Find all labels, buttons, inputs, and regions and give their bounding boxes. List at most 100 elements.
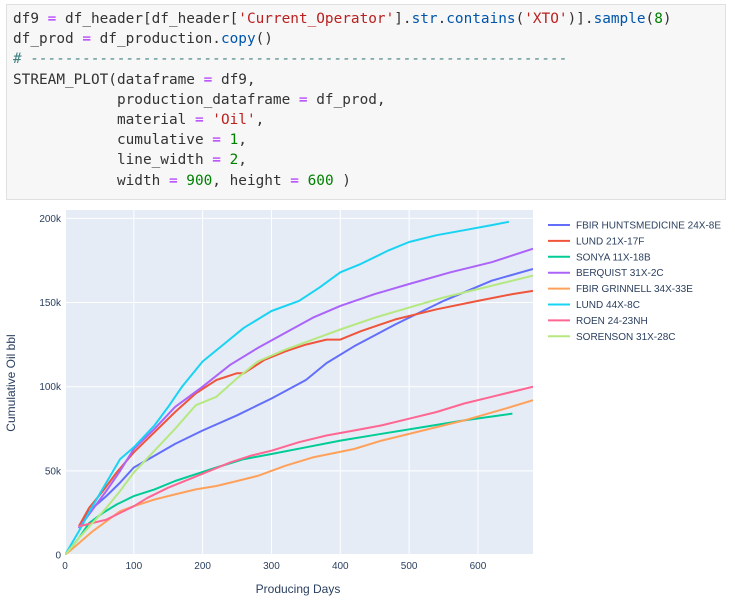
- code-token: [299, 173, 308, 189]
- code-token: material: [13, 111, 195, 128]
- code-token: ].: [394, 11, 412, 27]
- code-token: ): [333, 172, 351, 189]
- x-tick-label: 200: [194, 561, 211, 572]
- code-token: (: [645, 11, 655, 27]
- code-line: df9 = df_header[df_header['Current_Opera…: [13, 9, 719, 29]
- code-line: production_dataframe = df_prod,: [13, 90, 719, 110]
- code-token: line_width: [13, 152, 213, 169]
- code-token: ,: [255, 111, 265, 128]
- code-token: 8: [654, 11, 663, 27]
- code-token: =: [168, 172, 178, 189]
- code-token: # --------------------------------------…: [13, 51, 568, 68]
- grid-lines: [64, 210, 533, 556]
- x-tick-label: 100: [125, 561, 142, 572]
- code-token: [221, 152, 230, 168]
- code-token: (: [515, 11, 525, 27]
- axis-tick-labels: 0 100 200 300 400 500 600 0 50k 100k 150k 200k: [39, 214, 486, 572]
- legend-label: FBIR HUNTSMEDICINE 24X-8E: [576, 221, 721, 232]
- legend-label: SONYA 11X-18B: [576, 252, 651, 263]
- code-token: [39, 11, 48, 27]
- code-line: material = 'Oil',: [13, 110, 719, 130]
- code-token: , height: [212, 172, 291, 189]
- y-axis-label: Cumulative Oil bbl: [4, 334, 18, 431]
- code-token: =: [212, 152, 221, 169]
- code-line: line_width = 2,: [13, 150, 719, 170]
- legend-item[interactable]: LUND 21X-17F: [548, 236, 644, 247]
- code-token: [221, 132, 230, 148]
- code-token: 'XTO': [524, 11, 568, 27]
- series-line-6: [78, 385, 533, 528]
- code-token: =: [290, 172, 299, 189]
- code-token: 1: [229, 132, 239, 149]
- code-token: 600: [307, 172, 334, 189]
- code-line: cumulative = 1,: [13, 130, 719, 150]
- code-token: df_header[df_header[: [56, 11, 239, 27]
- code-token: (): [255, 31, 273, 48]
- legend[interactable]: FBIR HUNTSMEDICINE 24X-8E LUND 21X-17F SON…: [548, 221, 721, 343]
- legend-item[interactable]: FBIR HUNTSMEDICINE 24X-8E: [548, 221, 721, 232]
- code-token: =: [82, 31, 91, 48]
- code-token: =: [194, 111, 204, 128]
- code-token: ): [662, 11, 672, 27]
- legend-label: ROEN 24-23NH: [576, 316, 648, 327]
- code-token: )].: [567, 11, 594, 27]
- legend-item[interactable]: ROEN 24-23NH: [548, 316, 648, 327]
- code-token: str: [411, 11, 438, 27]
- code-token: 'Oil': [212, 111, 256, 128]
- y-tick-label: 50k: [45, 466, 62, 477]
- code-token: df_production.: [90, 31, 221, 48]
- code-token: =: [212, 132, 221, 149]
- x-tick-label: 400: [332, 561, 349, 572]
- code-token: df9,: [212, 71, 256, 88]
- code-token: 2: [229, 152, 239, 169]
- series-line-5: [65, 220, 510, 555]
- y-tick-label: 0: [55, 551, 61, 562]
- code-token: df9: [13, 11, 39, 27]
- code-token: ,: [238, 152, 247, 169]
- code-token: 'Current_Operator': [238, 11, 395, 27]
- code-token: cumulative: [13, 132, 213, 149]
- code-token: production_dataframe: [13, 91, 299, 108]
- code-token: [204, 112, 213, 128]
- legend-item[interactable]: SONYA 11X-18B: [548, 252, 651, 263]
- code-token: .: [437, 11, 447, 27]
- legend-item[interactable]: BERQUIST 31X-2C: [548, 268, 664, 279]
- plot-area: [65, 210, 533, 555]
- legend-item[interactable]: FBIR GRINNELL 34X-33E: [548, 284, 693, 295]
- code-token: [178, 173, 187, 189]
- x-tick-label: 0: [62, 561, 68, 572]
- code-line: width = 900, height = 600 ): [13, 171, 719, 191]
- legend-label: FBIR GRINNELL 34X-33E: [576, 284, 693, 295]
- legend-label: BERQUIST 31X-2C: [576, 268, 664, 279]
- series-line-0: [77, 267, 533, 529]
- x-tick-label: 300: [263, 561, 280, 572]
- y-tick-label: 200k: [39, 214, 62, 225]
- x-axis-label: Producing Days: [256, 582, 341, 596]
- legend-label: LUND 21X-17F: [576, 236, 644, 247]
- code-token: =: [298, 91, 308, 108]
- series-lines: [65, 220, 533, 555]
- legend-label: SORENSON 31X-28C: [576, 332, 675, 343]
- code-token: 900: [186, 172, 213, 189]
- y-tick-label: 150k: [39, 298, 62, 309]
- x-tick-label: 600: [470, 561, 487, 572]
- code-line: # --------------------------------------…: [13, 49, 719, 69]
- code-token: ,: [238, 132, 247, 149]
- code-token: =: [203, 71, 213, 88]
- code-token: contains: [446, 11, 516, 27]
- code-token: copy: [220, 31, 256, 48]
- code-token: df_prod: [13, 31, 83, 48]
- code-token: =: [47, 11, 57, 27]
- y-tick-label: 100k: [39, 382, 62, 393]
- series-line-3: [77, 247, 533, 529]
- code-token: sample: [593, 11, 646, 27]
- code-line: df_prod = df_production.copy(): [13, 29, 719, 49]
- code-token: width: [13, 172, 169, 189]
- code-cell[interactable]: df9 = df_header[df_header['Current_Opera…: [6, 4, 726, 200]
- series-line-7: [65, 274, 533, 555]
- legend-item[interactable]: LUND 44X-8C: [548, 300, 640, 311]
- legend-item[interactable]: SORENSON 31X-28C: [548, 332, 675, 343]
- code-token: df_prod,: [307, 91, 386, 108]
- code-line: STREAM_PLOT(dataframe = df9,: [13, 70, 719, 90]
- x-tick-label: 500: [401, 561, 418, 572]
